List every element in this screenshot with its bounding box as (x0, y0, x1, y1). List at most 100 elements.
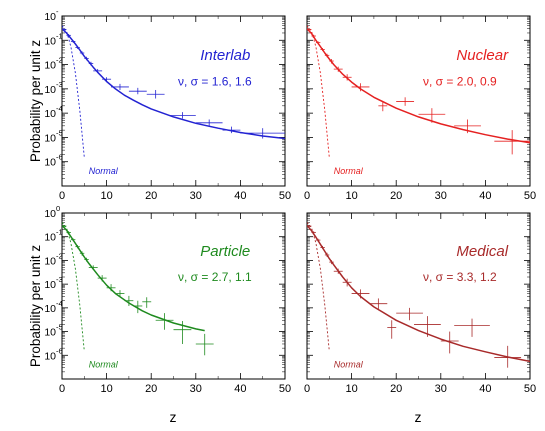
data-point (342, 74, 352, 81)
data-point (97, 275, 107, 282)
data-point (62, 28, 67, 31)
data-point (324, 53, 330, 58)
x-tick-label: 30 (435, 190, 447, 202)
data-point (173, 320, 192, 344)
y-tick-label-exponent: -5 (56, 323, 63, 332)
data-point (494, 345, 522, 368)
plot-area (62, 25, 285, 158)
data-point (418, 108, 446, 123)
data-point (102, 77, 112, 82)
data-point (133, 300, 143, 314)
y-tick-label-exponent: -6 (56, 153, 63, 162)
data-point (454, 119, 481, 134)
data-point (315, 238, 321, 242)
x-tick-label: 0 (304, 190, 310, 202)
y-tick-label-exponent: -3 (56, 275, 63, 284)
y-tick-label: 10 (44, 303, 56, 315)
y-tick-label-exponent: -2 (56, 251, 63, 260)
y-tick-label: 10 (44, 35, 56, 47)
data-point (324, 252, 330, 257)
y-tick-label: 10 (44, 108, 56, 120)
data-point (333, 66, 343, 72)
data-point (79, 51, 85, 55)
x-tick-label: 50 (279, 383, 291, 395)
data-point (315, 41, 321, 45)
data-point (329, 260, 334, 265)
y-tick-label: 10 (44, 255, 56, 267)
y-tick-label-exponent: -5 (56, 128, 63, 137)
x-tick-label: 10 (100, 383, 112, 395)
y-tick-label: 10 (44, 208, 56, 220)
normal-label: Normal (334, 166, 364, 176)
y-axis-label-bottom: Probability per unit z (28, 245, 43, 368)
y-tick-label: 10 (44, 132, 56, 144)
data-point (454, 318, 490, 337)
data-point (369, 298, 388, 311)
data-point (106, 284, 116, 292)
x-tick-label: 40 (234, 383, 246, 395)
y-tick-label-exponent: - (56, 7, 59, 16)
data-point (333, 268, 343, 274)
y-tick-label: 10 (44, 350, 56, 362)
panel-params: ν, σ = 2.0, 0.9 (423, 75, 497, 89)
data-point (169, 112, 196, 119)
panel-name: Nuclear (456, 47, 509, 64)
data-point (84, 257, 89, 262)
x-tick-label: 50 (524, 383, 536, 395)
data-point (320, 245, 325, 250)
x-tick-label: 50 (279, 190, 291, 202)
data-point (311, 231, 316, 235)
y-tick-label-exponent: -1 (56, 228, 63, 237)
x-tick-label: 40 (234, 190, 246, 202)
x-tick-label: 10 (345, 383, 357, 395)
normal-label: Normal (89, 166, 119, 176)
data-point (88, 265, 98, 270)
x-tick-label: 10 (100, 190, 112, 202)
plot-frame (61, 212, 286, 380)
data-point (62, 225, 67, 228)
panel-medical: 0 10 20 30 40 50 Medical ν, σ = 3.3, 1.2 Normal (304, 212, 536, 395)
data-point (111, 83, 129, 90)
data-point (440, 331, 459, 354)
data-point (128, 87, 147, 95)
panel-name: Particle (200, 243, 250, 260)
data-point (195, 333, 214, 356)
x-tick-label: 50 (524, 190, 536, 202)
x-tick-label: 20 (390, 383, 402, 395)
plot-area (62, 222, 214, 356)
data-point (84, 56, 89, 61)
panel-nuclear: 0 10 20 30 40 50 Nuclear ν, σ = 2.0, 0.9 Normal (304, 15, 536, 202)
y-tick-label-exponent: -4 (56, 104, 63, 113)
y-tick-label: 10 (44, 157, 56, 169)
data-point (93, 68, 103, 73)
data-point (155, 313, 174, 330)
normal-curve (62, 25, 85, 158)
x-tick-label: 40 (479, 190, 491, 202)
y-tick-label-exponent: -6 (56, 346, 63, 355)
data-point (66, 231, 71, 235)
y-tick-label: 10 (44, 84, 56, 96)
x-axis-label-left: z (170, 409, 177, 425)
y-axis-label-top: Probability per unit z (28, 40, 43, 163)
x-tick-label: 0 (59, 383, 65, 395)
panel-params: ν, σ = 2.7, 1.1 (178, 270, 252, 284)
data-point (75, 245, 80, 249)
x-tick-label: 30 (190, 383, 202, 395)
data-point (396, 97, 415, 106)
data-point (115, 290, 125, 298)
x-tick-label: 30 (190, 190, 202, 202)
data-point (195, 119, 223, 126)
fit-curve (307, 28, 530, 144)
data-point (414, 316, 441, 337)
data-point (320, 48, 325, 52)
data-point (387, 320, 397, 339)
data-point (240, 128, 285, 139)
normal-label: Normal (89, 359, 119, 369)
y-tick-label-exponent: -2 (56, 56, 63, 65)
normal-curve (307, 25, 330, 158)
y-tick-label-exponent: 0 (56, 204, 60, 213)
